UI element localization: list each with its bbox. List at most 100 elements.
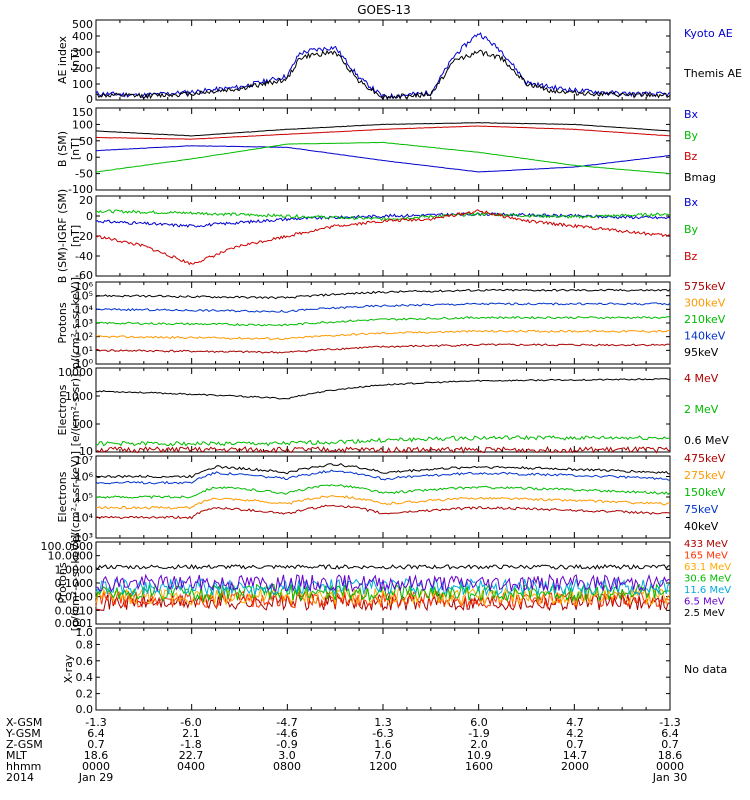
y-axis-label: [p/(cm²-s-sr-keV)]: [69, 535, 82, 632]
footer-value: 22.7: [179, 749, 204, 762]
series-by: [95, 141, 671, 175]
panel-frame: [95, 19, 671, 101]
y-tick-label: 10²: [75, 331, 93, 344]
y-tick-label: 10¹: [75, 344, 93, 357]
footer-value: 6.0: [470, 716, 488, 729]
y-tick-label: 10⁰: [75, 357, 94, 370]
series-575kev: [95, 343, 671, 354]
y-tick-label: 1.0000: [55, 563, 94, 576]
footer-value: 18.6: [84, 749, 109, 762]
legend-6-5-mev: 6.5 MeV: [684, 597, 725, 608]
series-2-mev: [95, 434, 671, 447]
series-300kev: [95, 329, 671, 341]
footer-value: 18.6: [658, 749, 683, 762]
y-tick-label: 10: [79, 445, 93, 458]
y-tick-label: 300: [72, 46, 93, 59]
legend-bmag: Bmag: [684, 171, 716, 184]
series-275kev: [95, 495, 671, 510]
series-75kev: [95, 469, 671, 485]
series-bz: [95, 209, 671, 266]
legend-75kev: 75keV: [684, 503, 719, 516]
footer-value: -1.3: [659, 716, 680, 729]
y-tick-label: 400: [72, 30, 93, 43]
footer-label-y-gsm: Y-GSM: [5, 727, 41, 740]
footer-value: 14.7: [563, 749, 588, 762]
y-axis-label: [nT]: [69, 138, 82, 160]
footer-value: Jan 30: [652, 771, 687, 784]
y-tick-label: 0: [86, 93, 93, 106]
footer-value: 4.7: [566, 716, 584, 729]
y-tick-label: 100: [72, 418, 93, 431]
legend-0-6-mev: 0.6 MeV: [684, 434, 729, 447]
legend-2-mev: 2 MeV: [684, 403, 719, 416]
y-tick-label: 20: [79, 194, 93, 207]
y-axis-label: B (SM)-IGRF (SM): [56, 189, 69, 283]
footer-value: -6.3: [372, 727, 393, 740]
footer-value: -0.9: [276, 738, 297, 751]
footer-value: 1200: [369, 760, 397, 773]
series-475kev: [95, 504, 671, 520]
series-210kev: [95, 315, 671, 327]
legend-by: By: [684, 223, 699, 236]
series-30-6-mev: [95, 583, 671, 603]
legend-40kev: 40keV: [684, 520, 719, 533]
legend-433-mev: 433 MeV: [684, 539, 728, 550]
footer-label-2014: 2014: [6, 771, 34, 784]
footer-value: Jan 29: [78, 771, 113, 784]
panel-electrons_mev: 10000 1000 100 10 Electrons [e/(cm²-s-sr)] 4 M…: [56, 366, 729, 458]
panel-frame: [95, 107, 671, 191]
y-axis-label: Protons: [56, 562, 69, 603]
y-axis-label: e/(cm²-s-sr-keV)]: [69, 451, 82, 543]
footer-value: -4.7: [276, 716, 297, 729]
y-tick-label: 100: [72, 78, 93, 91]
legend-300kev: 300keV: [684, 297, 726, 310]
footer-value: 4.2: [566, 727, 584, 740]
series-kyoto-ae: [95, 32, 671, 99]
legend-63-1-mev: 63.1 MeV: [684, 562, 731, 573]
legend-475kev: 475keV: [684, 452, 726, 465]
series-bx: [95, 145, 671, 173]
y-axis-label: p/(cm²-s-sr-keV)]: [69, 277, 82, 369]
series-63-1-mev: [95, 586, 671, 607]
panel-electrons_kev: 10⁷ 10⁶ 10⁵ 10⁴ 10³ Electrons e/(cm²-s-sr-keV)…: [56, 451, 726, 544]
y-tick-label: 10⁷: [75, 454, 93, 467]
y-tick-label: 10⁵: [75, 290, 93, 303]
y-axis-label: [nT]: [69, 225, 82, 247]
y-tick-label: -40: [75, 250, 93, 263]
y-tick-label: 0: [86, 210, 93, 223]
y-tick-label: 0.4: [76, 671, 94, 684]
footer-value: 0800: [273, 760, 301, 773]
y-axis-label: Protons: [56, 302, 69, 343]
panel-frame: [95, 195, 671, 277]
y-tick-label: 0.2: [76, 688, 94, 701]
footer-value: 1.6: [374, 738, 392, 751]
y-axis-label: Electrons: [56, 471, 69, 522]
footer-value: 6.4: [87, 727, 105, 740]
legend-bx: Bx: [684, 196, 699, 209]
panel-frame: [95, 627, 671, 711]
series-bmag: [95, 122, 670, 137]
y-axis-label: [e/(cm²-s-sr)]: [69, 374, 82, 447]
footer-label-x-gsm: X-GSM: [6, 716, 42, 729]
y-tick-label: 10000: [58, 366, 93, 379]
footer-label-mlt: MLT: [6, 749, 27, 762]
footer-value: 0.7: [566, 738, 584, 751]
y-tick-label: 10⁴: [75, 303, 94, 316]
legend-bz: Bz: [684, 250, 698, 263]
y-tick-label: 0: [86, 151, 93, 164]
series-150kev: [95, 484, 671, 499]
y-tick-label: 500: [72, 18, 93, 31]
y-tick-label: 100: [72, 118, 93, 131]
footer-value: 2000: [561, 760, 589, 773]
y-tick-label: 0.0: [76, 703, 94, 716]
y-tick-label: 0.1000: [55, 577, 94, 590]
panel-xray: 1.00.8 0.6 0.4 0.2 0.0 X-ray No data: [62, 626, 727, 716]
y-tick-label: 10⁵: [75, 491, 93, 504]
series-bx: [95, 211, 671, 228]
y-axis-label: X-ray: [62, 654, 75, 683]
footer-value: 10.9: [467, 749, 492, 762]
y-tick-label: 100.0000: [41, 540, 94, 553]
legend-11-6-mev: 11.6 MeV: [684, 585, 731, 596]
y-tick-label: 10³: [75, 317, 93, 330]
